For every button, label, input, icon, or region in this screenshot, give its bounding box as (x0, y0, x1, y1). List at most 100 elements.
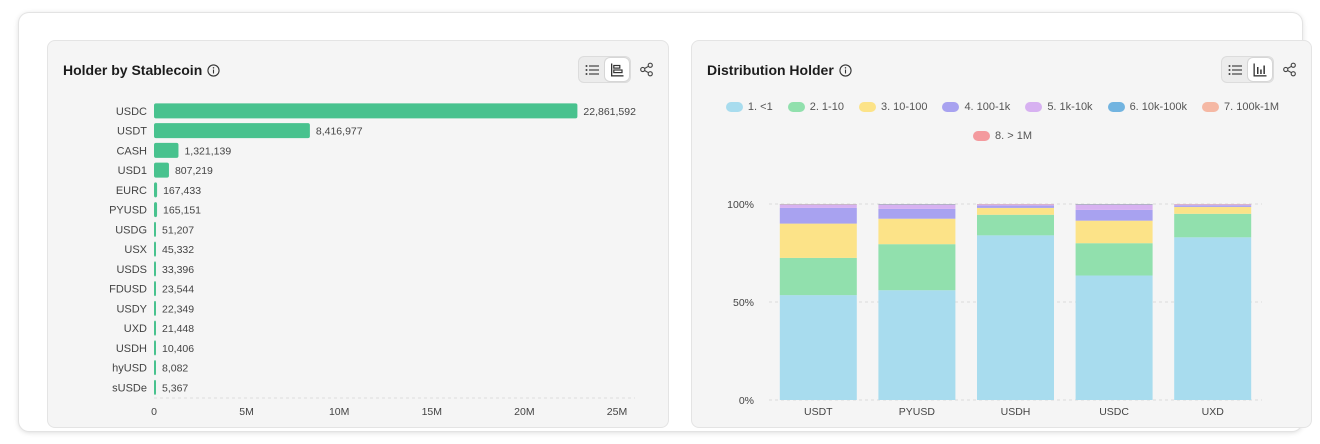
y-tick-label: 0% (739, 395, 754, 407)
distribution-holder-card: Distribution Holder (691, 40, 1312, 428)
stack-segment[interactable] (779, 295, 857, 400)
legend-swatch (1202, 102, 1220, 112)
stack-segment[interactable] (977, 205, 1054, 208)
stack-segment[interactable] (878, 218, 956, 245)
x-tick-label: USDC (1099, 406, 1129, 418)
bar[interactable] (154, 182, 158, 198)
value-label: 5,367 (162, 382, 188, 394)
bar[interactable] (154, 162, 169, 178)
card-title: Distribution Holder (707, 62, 852, 78)
bar[interactable] (154, 320, 156, 336)
bar[interactable] (154, 103, 578, 119)
column-chart-icon (1253, 63, 1267, 76)
stack-segment[interactable] (1174, 204, 1252, 206)
category-label: USX (124, 244, 147, 256)
stack-segment[interactable] (977, 235, 1054, 400)
info-circle-icon[interactable] (207, 63, 220, 77)
holder-bar-chart: USDC 22,861,592 USDT 8,416,977 CASH 1,321,139… (109, 103, 636, 418)
stack-segment[interactable] (1075, 204, 1153, 205)
stack-segment[interactable] (878, 204, 956, 205)
stack-segment[interactable] (977, 207, 1054, 215)
view-toggle (578, 56, 631, 83)
bar[interactable] (154, 202, 158, 218)
value-label: 22,349 (162, 303, 194, 315)
stack-segment[interactable] (878, 244, 956, 291)
stack-segment[interactable] (878, 290, 956, 400)
category-label: USDT (117, 126, 147, 138)
value-label: 1,321,139 (184, 145, 231, 157)
category-label: FDUSD (109, 284, 147, 296)
stack-segment[interactable] (1174, 237, 1252, 400)
stack-segment[interactable] (779, 204, 857, 208)
x-tick-label: USDT (804, 406, 833, 418)
legend-label: 8. > 1M (995, 130, 1032, 142)
category-label: USDG (115, 224, 147, 236)
x-tick-label: PYUSD (899, 406, 936, 418)
legend-label: 2. 1-10 (809, 101, 844, 113)
stack-segment[interactable] (1174, 206, 1252, 214)
value-label: 51,207 (162, 224, 194, 236)
legend-swatch (942, 102, 960, 112)
legend-label: 3. 10-100 (880, 101, 928, 113)
bar[interactable] (154, 261, 156, 277)
bar[interactable] (154, 340, 156, 356)
distribution-stacked-chart: 0% 50% 100% USDT PYUSD USDH USDC UXD (727, 199, 1262, 418)
card-title-text: Holder by Stablecoin (63, 62, 203, 78)
bar[interactable] (154, 142, 179, 158)
list-icon (585, 64, 600, 75)
bar[interactable] (154, 123, 310, 139)
category-label: CASH (116, 145, 147, 157)
chart-view-button[interactable] (1247, 58, 1272, 81)
x-tick-label: USDH (1001, 406, 1031, 418)
stack-segment[interactable] (878, 208, 956, 219)
legend-label: 7. 100k-1M (1224, 101, 1280, 113)
stack-segment[interactable] (1075, 243, 1153, 276)
stack-segment[interactable] (779, 223, 857, 258)
legend-item[interactable]: 5. 1k-10k (1025, 99, 1093, 115)
legend-item[interactable]: 2. 1-10 (787, 99, 844, 115)
stack-segment[interactable] (1075, 220, 1153, 244)
bar[interactable] (154, 300, 156, 316)
stack-segment[interactable] (1075, 204, 1153, 210)
category-label: sUSDe (112, 382, 147, 394)
stack-segment[interactable] (779, 207, 857, 224)
legend-item[interactable]: 3. 10-100 (858, 99, 928, 115)
list-view-button[interactable] (580, 58, 605, 81)
bar[interactable] (154, 360, 156, 376)
legend-item[interactable]: 7. 100k-1M (1202, 99, 1279, 115)
stack-segment[interactable] (1174, 213, 1252, 238)
legend-item[interactable]: 8. > 1M (973, 128, 1032, 144)
category-label: PYUSD (109, 205, 147, 217)
x-tick-label: 20M (514, 406, 534, 418)
bar-chart-icon (610, 63, 624, 76)
category-label: USDH (116, 343, 147, 355)
bar[interactable] (154, 221, 156, 237)
stack-segment[interactable] (1075, 209, 1153, 221)
list-view-button[interactable] (1223, 58, 1248, 81)
legend-swatch (1107, 102, 1125, 112)
share-icon[interactable] (1282, 62, 1297, 77)
stack-segment[interactable] (1075, 275, 1153, 400)
legend-item[interactable]: 6. 10k-100k (1107, 99, 1188, 115)
value-label: 167,433 (163, 185, 201, 197)
share-icon[interactable] (639, 62, 654, 77)
stack-segment[interactable] (1174, 205, 1252, 207)
legend-label: 6. 10k-100k (1129, 101, 1188, 113)
stack-segment[interactable] (977, 204, 1054, 206)
stack-segment[interactable] (977, 214, 1054, 236)
chart-view-button[interactable] (604, 58, 629, 81)
legend-swatch (858, 102, 876, 112)
legend-item[interactable]: 1. <1 (725, 99, 773, 115)
x-tick-label: 10M (329, 406, 349, 418)
stack-segment[interactable] (779, 257, 857, 296)
view-toggle (1221, 56, 1274, 83)
category-label: UXD (124, 323, 147, 335)
info-circle-icon[interactable] (839, 63, 852, 77)
stack-segment[interactable] (878, 204, 956, 209)
legend-swatch (725, 102, 743, 112)
bar[interactable] (154, 281, 156, 297)
y-tick-label: 50% (733, 297, 754, 309)
bar[interactable] (154, 379, 156, 395)
bar[interactable] (154, 241, 156, 257)
legend-item[interactable]: 4. 100-1k (942, 99, 1010, 115)
